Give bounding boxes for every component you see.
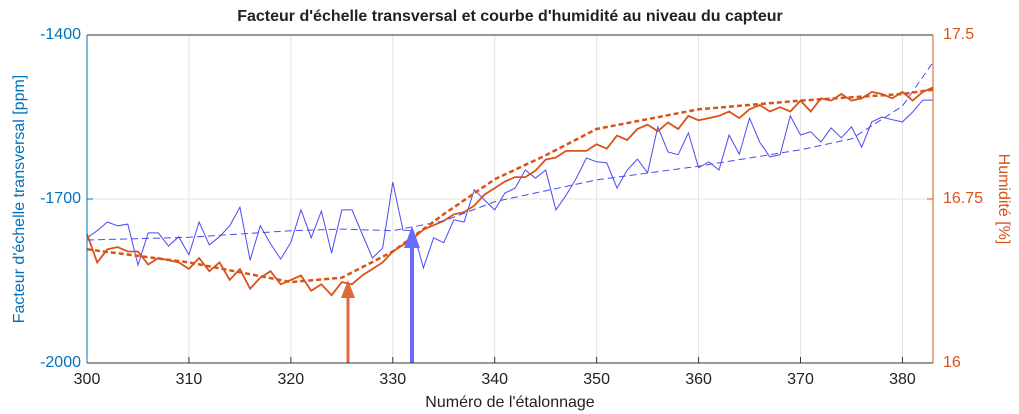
y-tick-label: -1700 bbox=[40, 190, 81, 207]
x-tick-label: 380 bbox=[889, 371, 916, 388]
y-tick-label: -1400 bbox=[40, 26, 81, 43]
x-tick-label: 310 bbox=[176, 371, 203, 388]
x-tick-label: 320 bbox=[278, 371, 305, 388]
y2-tick-label: 16 bbox=[943, 354, 961, 371]
fit-line bbox=[86, 62, 934, 241]
x-axis-label: Numéro de l'étalonnage bbox=[425, 394, 594, 411]
data-line bbox=[86, 86, 934, 297]
plot-area bbox=[86, 62, 934, 297]
data-line bbox=[86, 99, 933, 270]
fit-line bbox=[86, 88, 934, 284]
y2-axis-label: Humidité [%] bbox=[995, 154, 1012, 245]
x-tick-label: 300 bbox=[74, 371, 101, 388]
y2-tick-label: 17.5 bbox=[943, 26, 974, 43]
x-tick-label: 330 bbox=[379, 371, 406, 388]
annotation-arrows bbox=[341, 226, 420, 363]
x-tick-label: 340 bbox=[481, 371, 508, 388]
arrow-head bbox=[404, 226, 420, 248]
x-tick-label: 360 bbox=[685, 371, 712, 388]
x-tick-label: 370 bbox=[787, 371, 814, 388]
grid bbox=[86, 34, 933, 364]
y2-tick-label: 16.75 bbox=[943, 190, 983, 207]
chart-title: Facteur d'échelle transversal et courbe … bbox=[237, 8, 783, 25]
y-tick-label: -2000 bbox=[40, 354, 81, 371]
x-tick-label: 350 bbox=[583, 371, 610, 388]
arrow-head bbox=[341, 280, 355, 298]
y-axis-label: Facteur d'échelle transversal [ppm] bbox=[11, 75, 28, 324]
